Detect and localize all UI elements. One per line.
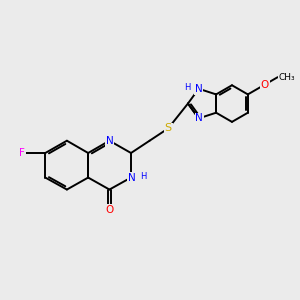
Text: H: H — [140, 172, 146, 181]
Text: N: N — [106, 136, 113, 146]
Text: N: N — [195, 84, 203, 94]
Text: H: H — [184, 83, 190, 92]
Text: N: N — [128, 172, 136, 183]
Text: CH₃: CH₃ — [278, 73, 295, 82]
Text: O: O — [261, 80, 269, 90]
Text: F: F — [19, 148, 25, 158]
Text: S: S — [165, 123, 172, 134]
Text: O: O — [105, 205, 114, 215]
Text: N: N — [195, 113, 203, 123]
